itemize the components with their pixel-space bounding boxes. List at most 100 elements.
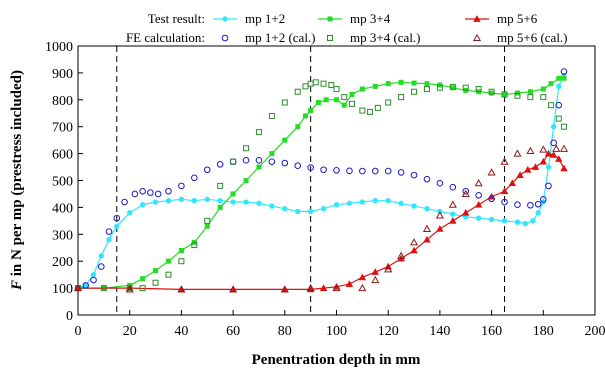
data-point [346, 200, 353, 207]
x-tick-label: 20 [123, 324, 137, 339]
data-point [385, 99, 392, 106]
legend-label: mp 3+4 [350, 11, 391, 26]
data-point [268, 158, 276, 165]
data-point [384, 265, 393, 273]
data-point [243, 178, 249, 184]
data-point [229, 285, 238, 293]
data-point [560, 123, 567, 130]
data-point [398, 200, 404, 207]
y-tick-label: 400 [52, 201, 73, 216]
x-tick-label: 100 [326, 324, 347, 339]
data-point [302, 83, 309, 90]
x-tick-label: 0 [75, 324, 82, 339]
data-point [530, 218, 536, 224]
series-mp56-cal [73, 144, 569, 293]
data-point [90, 271, 97, 278]
data-point [327, 35, 333, 41]
data-point [475, 215, 482, 221]
data-point [204, 223, 210, 229]
data-point [320, 166, 327, 174]
data-point [302, 113, 308, 119]
data-point [385, 81, 391, 87]
data-point [449, 217, 457, 224]
data-point [139, 187, 146, 195]
data-point [410, 238, 419, 246]
data-point [268, 112, 275, 119]
y-tick-label: 900 [52, 67, 73, 82]
data-point [473, 15, 481, 22]
data-point [178, 258, 185, 265]
data-point [548, 102, 555, 109]
data-point [154, 190, 162, 198]
data-point [221, 34, 229, 42]
data-point [534, 200, 542, 208]
data-point [560, 164, 568, 172]
series-mp34-cal [75, 79, 567, 292]
data-point [98, 253, 104, 259]
data-point [341, 94, 348, 101]
legend: Test result: FE calculation: mp 1+2 mp 3+4 m… [126, 11, 568, 45]
data-point [178, 182, 185, 190]
data-point [552, 144, 561, 152]
data-point [113, 214, 121, 222]
data-point [556, 75, 562, 81]
x-tick-label: 60 [226, 324, 240, 339]
data-point [423, 235, 431, 243]
data-point [359, 86, 365, 92]
data-point [372, 197, 378, 204]
x-tick-label: 140 [429, 324, 450, 339]
data-point [165, 187, 172, 195]
data-point [462, 208, 470, 216]
data-point [165, 197, 172, 204]
series-line [78, 77, 564, 289]
data-point [472, 33, 482, 42]
data-point [256, 164, 262, 170]
y-axis-title: F in N per mp (prestress included) [9, 70, 25, 291]
data-point [448, 200, 457, 208]
data-point [424, 81, 430, 87]
data-point [230, 199, 236, 205]
data-point [397, 169, 405, 176]
data-point [320, 80, 327, 87]
data-point [502, 91, 508, 97]
data-point [178, 196, 185, 203]
data-point [560, 68, 568, 75]
legend-row-label: FE calculation: [126, 30, 205, 45]
data-point [500, 187, 509, 195]
data-point [100, 285, 107, 292]
x-tick-label: 40 [174, 324, 188, 339]
data-point [341, 102, 347, 108]
data-point [545, 182, 552, 190]
data-point [230, 158, 237, 165]
data-point [423, 86, 430, 93]
data-point [152, 199, 159, 205]
data-point [514, 92, 521, 99]
series-mp56 [74, 149, 568, 293]
series-mp12 [75, 72, 567, 291]
data-point [217, 182, 224, 189]
data-point [374, 104, 381, 111]
data-point [90, 276, 97, 284]
data-point [527, 94, 534, 101]
data-point [230, 191, 236, 197]
data-point [204, 217, 211, 224]
data-point [152, 279, 159, 286]
data-point [333, 202, 340, 208]
data-point [535, 210, 541, 216]
data-point [306, 283, 315, 292]
data-point [436, 225, 444, 232]
data-point [216, 161, 224, 168]
data-point [449, 83, 456, 90]
plot-layer: 0 100 200 300 400 500 600 700 800 900 1000 0 20 40 60 8… [45, 40, 605, 339]
data-point [508, 179, 516, 187]
data-point [191, 174, 198, 182]
data-point [550, 139, 557, 147]
data-point [436, 179, 444, 187]
data-point [371, 275, 380, 284]
data-point [345, 280, 354, 287]
data-point [295, 124, 301, 130]
data-point [556, 83, 562, 90]
data-point [203, 166, 211, 174]
data-point [121, 198, 128, 206]
data-point [328, 82, 335, 89]
